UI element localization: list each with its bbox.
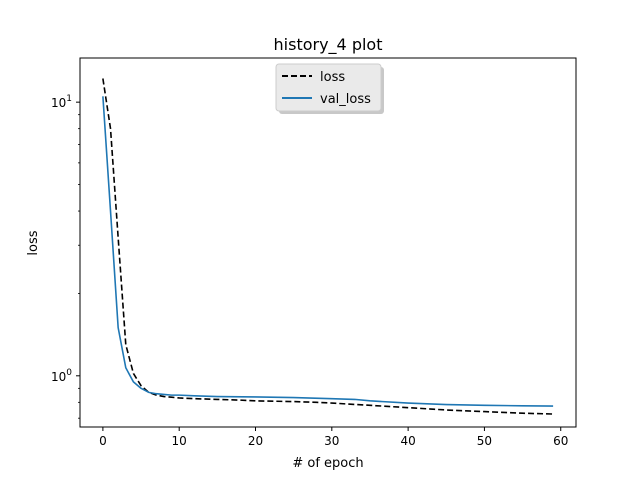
x-tick-label: 20: [248, 434, 263, 448]
x-tick-label: 30: [324, 434, 339, 448]
x-tick-label: 10: [172, 434, 187, 448]
series-layer: [102, 78, 554, 415]
y-tick-label: 101: [51, 94, 72, 110]
legend: loss val_loss: [275, 63, 384, 114]
series-line-loss: [102, 78, 554, 415]
x-tick-label: 60: [553, 434, 568, 448]
series-line-val-loss: [102, 96, 554, 407]
x-tick-label: 40: [400, 434, 415, 448]
legend-label-val-loss: val_loss: [320, 92, 371, 107]
y-axis-ticks: 100 101: [51, 94, 80, 419]
x-tick-label: 0: [99, 434, 107, 448]
x-axis-ticks: 0 10 20 30 40 50 60: [99, 427, 568, 448]
y-tick-label: 100: [51, 368, 72, 384]
chart-title: history_4 plot: [274, 35, 383, 55]
legend-label-loss: loss: [320, 70, 345, 85]
x-axis-label: # of epoch: [292, 456, 363, 471]
plot-area: [79, 57, 577, 428]
y-axis-label: loss: [26, 230, 41, 255]
x-tick-label: 50: [477, 434, 492, 448]
